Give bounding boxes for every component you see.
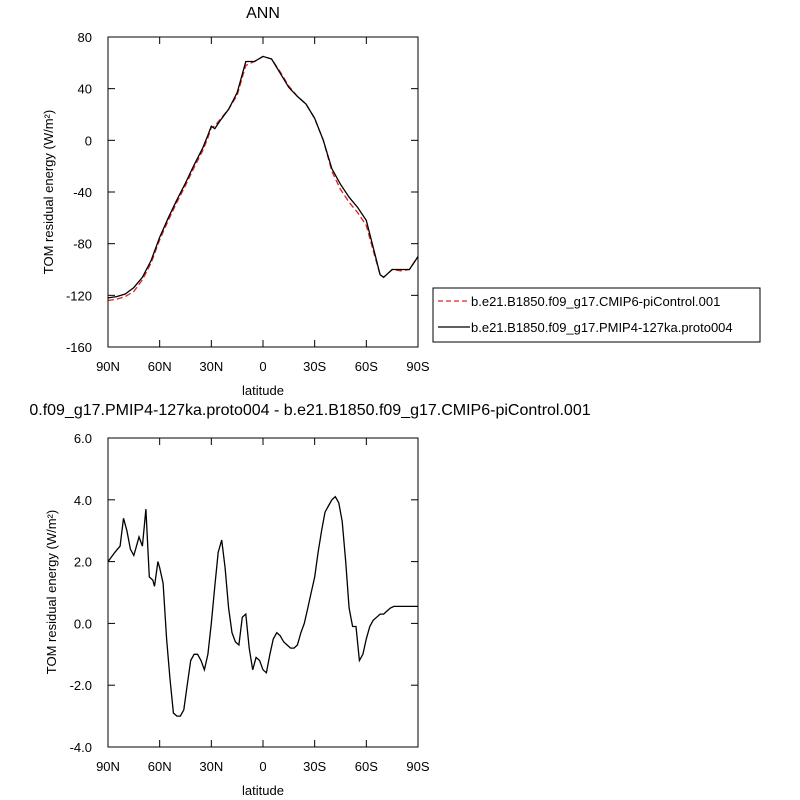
top-series-line-1 bbox=[107, 55, 419, 299]
top-y-tick-label: 0 bbox=[85, 133, 92, 148]
top-plot-frame bbox=[107, 36, 419, 348]
bottom-y-tick-label: -2.0 bbox=[70, 678, 92, 693]
bottom-x-tick-label: 30S bbox=[303, 759, 326, 774]
legend-label-picontrol: b.e21.B1850.f09_g17.CMIP6-piControl.001 bbox=[471, 294, 720, 309]
top-y-tick-label: -40 bbox=[73, 185, 92, 200]
top-y-axis-ticks: 80 40 0 -40 -80 -120 -160 bbox=[66, 30, 418, 355]
legend: b.e21.B1850.f09_g17.CMIP6-piControl.001 … bbox=[432, 287, 761, 343]
bottom-x-tick-label: 90S bbox=[406, 759, 429, 774]
top-x-tick-label: 90N bbox=[96, 359, 120, 374]
bottom-series-line-0 bbox=[107, 495, 418, 717]
top-x-axis-ticks: 90N 60N 30N 0 30S 60S 90S bbox=[96, 37, 430, 374]
legend-label-127ka: b.e21.B1850.f09_g17.PMIP4-127ka.proto004 bbox=[471, 320, 733, 335]
bottom-x-tick-label: 0 bbox=[259, 759, 266, 774]
bottom-y-tick-label: 2.0 bbox=[74, 555, 92, 570]
bottom-y-tick-label: 0.0 bbox=[74, 616, 92, 631]
bottom-y-axis-title: TOM residual energy (W/m²) bbox=[44, 510, 59, 674]
bottom-y-tick-label: 4.0 bbox=[74, 493, 92, 508]
bottom-chart-panel: 0.f09_g17.PMIP4-127ka.proto004 - b.e21.B… bbox=[29, 402, 590, 798]
bottom-x-tick-label: 60S bbox=[355, 759, 378, 774]
bottom-plot-frame bbox=[107, 437, 419, 748]
top-x-axis-title: latitude bbox=[242, 383, 284, 398]
top-series-line-0 bbox=[107, 55, 419, 302]
top-y-axis-title: TOM residual energy (W/m²) bbox=[41, 110, 56, 274]
bottom-y-axis-ticks: 6.0 4.0 2.0 0.0 -2.0 -4.0 bbox=[70, 431, 418, 755]
bottom-plot-area bbox=[107, 495, 418, 717]
legend-box bbox=[432, 287, 761, 343]
bottom-x-tick-label: 30N bbox=[199, 759, 223, 774]
top-y-tick-label: 80 bbox=[78, 30, 92, 45]
bottom-y-tick-label: 6.0 bbox=[74, 431, 92, 446]
top-x-tick-label: 60N bbox=[148, 359, 172, 374]
top-y-tick-label: -80 bbox=[73, 237, 92, 252]
bottom-x-axis-title: latitude bbox=[242, 783, 284, 798]
top-chart-panel: ANN 80 40 0 -40 -80 -120 -160 90N 60N 30N 0 30S 60S… bbox=[41, 5, 430, 398]
bottom-x-tick-label: 60N bbox=[148, 759, 172, 774]
top-y-tick-label: -160 bbox=[66, 340, 92, 355]
bottom-y-tick-label: -4.0 bbox=[70, 740, 92, 755]
bottom-x-tick-label: 90N bbox=[96, 759, 120, 774]
bottom-chart-title: 0.f09_g17.PMIP4-127ka.proto004 - b.e21.B… bbox=[29, 402, 590, 419]
top-x-tick-label: 90S bbox=[406, 359, 429, 374]
top-x-tick-label: 30S bbox=[303, 359, 326, 374]
bottom-x-axis-ticks: 90N 60N 30N 0 30S 60S 90S bbox=[96, 438, 430, 774]
top-x-tick-label: 30N bbox=[199, 359, 223, 374]
top-plot-area bbox=[107, 55, 419, 302]
top-chart-title: ANN bbox=[246, 5, 280, 22]
top-y-tick-label: 40 bbox=[78, 82, 92, 97]
top-x-tick-label: 60S bbox=[355, 359, 378, 374]
top-x-tick-label: 0 bbox=[259, 359, 266, 374]
top-y-tick-label: -120 bbox=[66, 288, 92, 303]
